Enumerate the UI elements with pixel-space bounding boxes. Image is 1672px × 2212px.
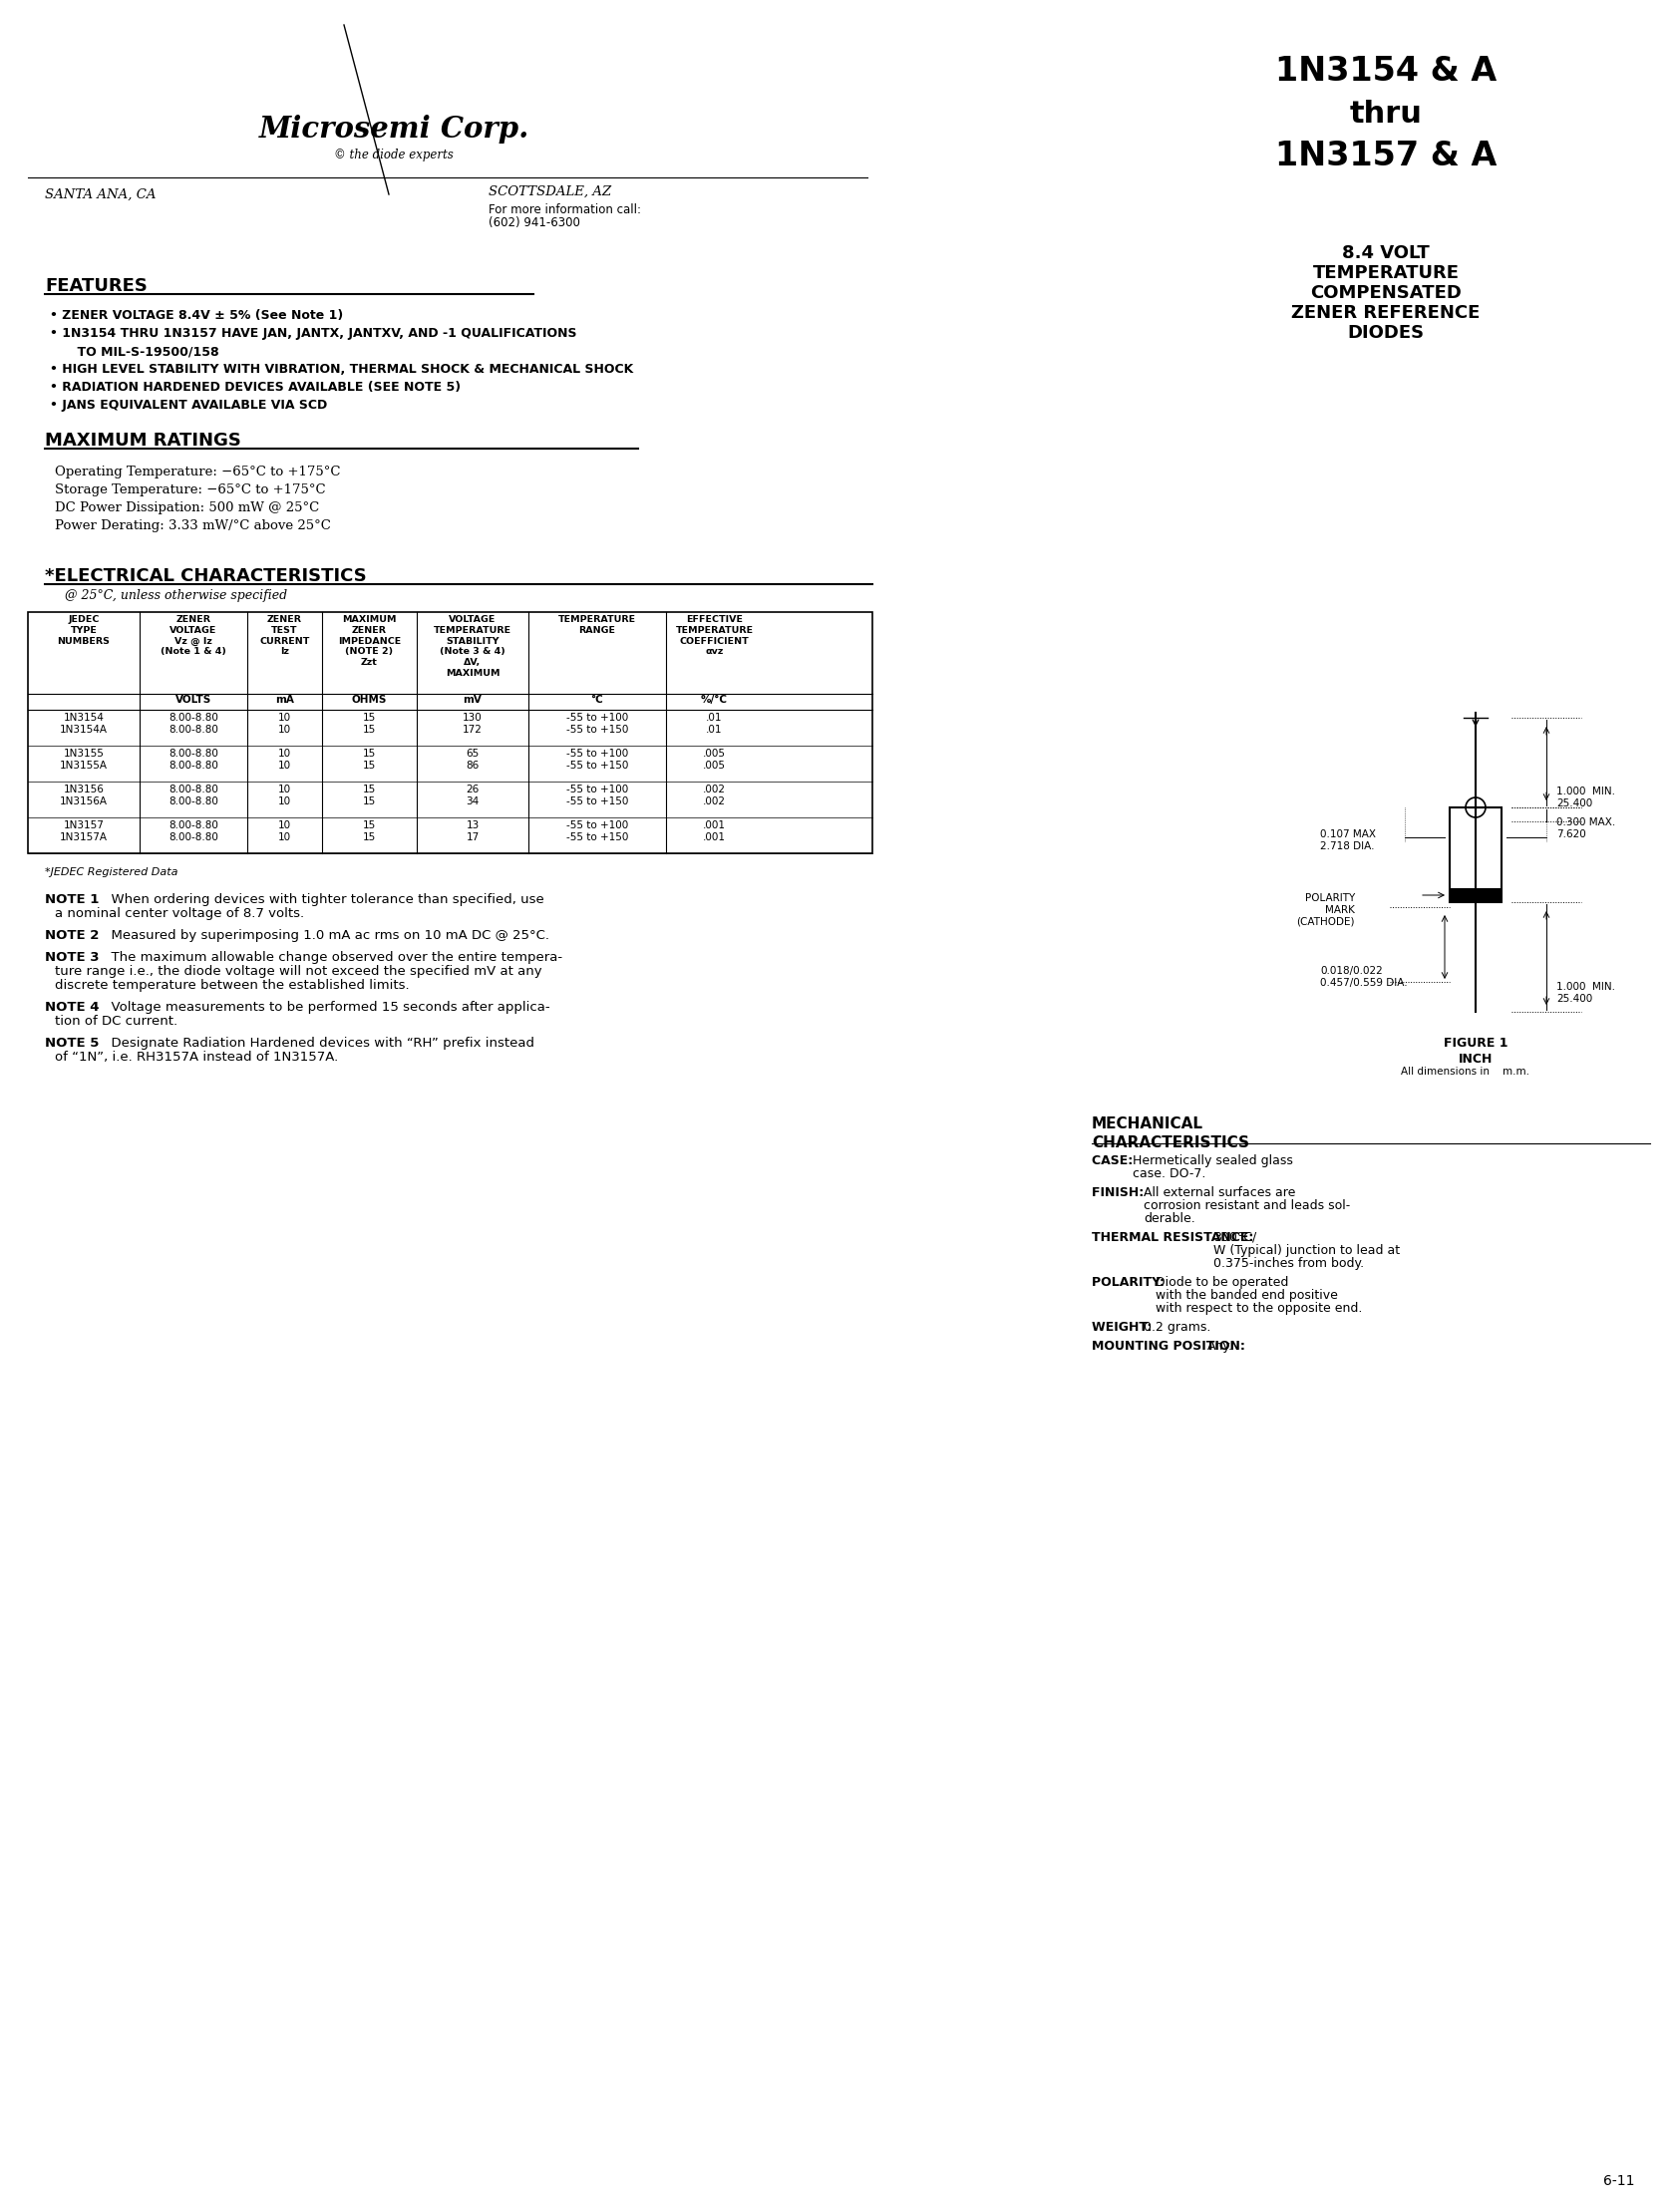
- Text: Measured by superimposing 1.0 mA ac rms on 10 mA DC @ 25°C.: Measured by superimposing 1.0 mA ac rms …: [102, 929, 550, 942]
- Text: VOLTAGE
TEMPERATURE
STABILITY
(Note 3 & 4)
ΔV,
MAXIMUM: VOLTAGE TEMPERATURE STABILITY (Note 3 & …: [433, 615, 512, 677]
- Text: NOTE 2: NOTE 2: [45, 929, 99, 942]
- Text: ZENER
TEST
CURRENT
Iz: ZENER TEST CURRENT Iz: [259, 615, 309, 657]
- Text: 0.2 grams.: 0.2 grams.: [1144, 1321, 1211, 1334]
- Text: %/°C: %/°C: [701, 695, 727, 706]
- Text: JEDEC
TYPE
NUMBERS: JEDEC TYPE NUMBERS: [57, 615, 110, 646]
- Text: 8.00-8.80
8.00-8.80: 8.00-8.80 8.00-8.80: [169, 748, 219, 772]
- Text: COMPENSATED: COMPENSATED: [1311, 283, 1461, 303]
- Text: 8.4 VOLT: 8.4 VOLT: [1343, 243, 1430, 263]
- Text: (602) 941-6300: (602) 941-6300: [488, 217, 580, 230]
- Text: 1.000  MIN.
25.400: 1.000 MIN. 25.400: [1557, 982, 1615, 1004]
- Text: ture range i.e., the diode voltage will not exceed the specified mV at any: ture range i.e., the diode voltage will …: [55, 964, 542, 978]
- Text: FINISH:: FINISH:: [1092, 1186, 1152, 1199]
- Text: MAXIMUM
ZENER
IMPEDANCE
(NOTE 2)
Zzt: MAXIMUM ZENER IMPEDANCE (NOTE 2) Zzt: [338, 615, 401, 666]
- Text: 0.300 MAX.
7.620: 0.300 MAX. 7.620: [1557, 818, 1615, 838]
- Text: 300°C/: 300°C/: [1214, 1232, 1256, 1243]
- Text: POLARITY
MARK
(CATHODE): POLARITY MARK (CATHODE): [1296, 894, 1354, 927]
- Text: with the banded end positive: with the banded end positive: [1155, 1290, 1338, 1303]
- Text: 8.00-8.80
8.00-8.80: 8.00-8.80 8.00-8.80: [169, 821, 219, 843]
- Text: Operating Temperature: −65°C to +175°C: Operating Temperature: −65°C to +175°C: [55, 465, 341, 478]
- Text: 10
10: 10 10: [278, 785, 291, 807]
- Text: SANTA ANA, CA: SANTA ANA, CA: [45, 188, 155, 201]
- Text: 0.375-inches from body.: 0.375-inches from body.: [1214, 1256, 1364, 1270]
- Text: WEIGHT:: WEIGHT:: [1092, 1321, 1160, 1334]
- Text: 0.107 MAX
2.718 DIA.: 0.107 MAX 2.718 DIA.: [1321, 830, 1376, 852]
- Text: 15
15: 15 15: [363, 712, 376, 734]
- Text: NOTE 3: NOTE 3: [45, 951, 99, 964]
- Text: Microsemi Corp.: Microsemi Corp.: [259, 115, 528, 144]
- Text: NOTE 5: NOTE 5: [45, 1037, 99, 1051]
- Text: MOUNTING POSITION:: MOUNTING POSITION:: [1092, 1340, 1254, 1354]
- Text: EFFECTIVE
TEMPERATURE
COEFFICIENT
αvz: EFFECTIVE TEMPERATURE COEFFICIENT αvz: [675, 615, 754, 657]
- Text: NOTE 4: NOTE 4: [45, 1000, 99, 1013]
- Text: 6-11: 6-11: [1603, 2174, 1635, 2188]
- Text: 1N3154 & A: 1N3154 & A: [1276, 55, 1496, 88]
- Text: All dimensions in    m.m.: All dimensions in m.m.: [1401, 1066, 1530, 1077]
- Bar: [28, 613, 873, 854]
- Text: *JEDEC Registered Data: *JEDEC Registered Data: [45, 867, 177, 878]
- Text: .01
.01: .01 .01: [706, 712, 722, 734]
- Text: Power Derating: 3.33 mW/°C above 25°C: Power Derating: 3.33 mW/°C above 25°C: [55, 520, 331, 533]
- Text: 26
34: 26 34: [466, 785, 480, 807]
- Text: -55 to +100
-55 to +150: -55 to +100 -55 to +150: [567, 821, 629, 843]
- Text: -55 to +100
-55 to +150: -55 to +100 -55 to +150: [567, 748, 629, 772]
- Text: 15
15: 15 15: [363, 821, 376, 843]
- Text: TO MIL-S-19500/158: TO MIL-S-19500/158: [60, 345, 219, 358]
- Text: MAXIMUM RATINGS: MAXIMUM RATINGS: [45, 431, 241, 449]
- Text: .005
.005: .005 .005: [702, 748, 726, 772]
- Text: Designate Radiation Hardened devices with “RH” prefix instead: Designate Radiation Hardened devices wit…: [102, 1037, 535, 1051]
- Text: 1N3155
1N3155A: 1N3155 1N3155A: [60, 748, 107, 772]
- Text: discrete temperature between the established limits.: discrete temperature between the establi…: [55, 980, 410, 991]
- Text: @ 25°C, unless otherwise specified: @ 25°C, unless otherwise specified: [65, 588, 288, 602]
- Text: 1N3156
1N3156A: 1N3156 1N3156A: [60, 785, 107, 807]
- Text: • HIGH LEVEL STABILITY WITH VIBRATION, THERMAL SHOCK & MECHANICAL SHOCK: • HIGH LEVEL STABILITY WITH VIBRATION, T…: [50, 363, 634, 376]
- Text: *ELECTRICAL CHARACTERISTICS: *ELECTRICAL CHARACTERISTICS: [45, 566, 366, 586]
- Text: OHMS: OHMS: [351, 695, 386, 706]
- Text: 1N3157
1N3157A: 1N3157 1N3157A: [60, 821, 107, 843]
- Text: corrosion resistant and leads sol-: corrosion resistant and leads sol-: [1144, 1199, 1351, 1212]
- Text: 0.018/0.022
0.457/0.559 DIA.: 0.018/0.022 0.457/0.559 DIA.: [1321, 967, 1408, 989]
- Text: 8.00-8.80
8.00-8.80: 8.00-8.80 8.00-8.80: [169, 785, 219, 807]
- Text: DIODES: DIODES: [1348, 323, 1425, 343]
- Text: CASE:: CASE:: [1092, 1155, 1142, 1168]
- Text: .001
.001: .001 .001: [702, 821, 726, 843]
- Text: 13
17: 13 17: [466, 821, 480, 843]
- Text: MECHANICAL
CHARACTERISTICS: MECHANICAL CHARACTERISTICS: [1092, 1117, 1249, 1150]
- Text: thru: thru: [1349, 100, 1423, 128]
- Text: derable.: derable.: [1144, 1212, 1195, 1225]
- Text: TEMPERATURE
RANGE: TEMPERATURE RANGE: [558, 615, 635, 635]
- Text: 65
86: 65 86: [466, 748, 480, 772]
- Text: tion of DC current.: tion of DC current.: [55, 1015, 177, 1029]
- Text: For more information call:: For more information call:: [488, 204, 640, 217]
- Text: ZENER REFERENCE: ZENER REFERENCE: [1291, 303, 1480, 323]
- Text: 10
10: 10 10: [278, 712, 291, 734]
- Text: • 1N3154 THRU 1N3157 HAVE JAN, JANTX, JANTXV, AND -1 QUALIFICATIONS: • 1N3154 THRU 1N3157 HAVE JAN, JANTX, JA…: [50, 327, 577, 341]
- Text: Storage Temperature: −65°C to +175°C: Storage Temperature: −65°C to +175°C: [55, 484, 326, 495]
- Text: a nominal center voltage of 8.7 volts.: a nominal center voltage of 8.7 volts.: [55, 907, 304, 920]
- Bar: [1450, 807, 1501, 902]
- Text: with respect to the opposite end.: with respect to the opposite end.: [1155, 1303, 1363, 1314]
- Text: ZENER
VOLTAGE
Vz @ Iz
(Note 1 & 4): ZENER VOLTAGE Vz @ Iz (Note 1 & 4): [161, 615, 226, 657]
- Text: 130
172: 130 172: [463, 712, 483, 734]
- Text: 15
15: 15 15: [363, 785, 376, 807]
- Text: case. DO-7.: case. DO-7.: [1132, 1168, 1206, 1181]
- Text: 8.00-8.80
8.00-8.80: 8.00-8.80 8.00-8.80: [169, 712, 219, 734]
- Text: 1N3154
1N3154A: 1N3154 1N3154A: [60, 712, 107, 734]
- Text: TEMPERATURE: TEMPERATURE: [1313, 263, 1460, 283]
- Text: FEATURES: FEATURES: [45, 276, 147, 294]
- Text: Any.: Any.: [1207, 1340, 1234, 1354]
- Text: mA: mA: [276, 695, 294, 706]
- Text: 15
15: 15 15: [363, 748, 376, 772]
- Text: 1.000  MIN.
25.400: 1.000 MIN. 25.400: [1557, 787, 1615, 807]
- Text: Voltage measurements to be performed 15 seconds after applica-: Voltage measurements to be performed 15 …: [102, 1000, 550, 1013]
- Text: of “1N”, i.e. RH3157A instead of 1N3157A.: of “1N”, i.e. RH3157A instead of 1N3157A…: [55, 1051, 338, 1064]
- Text: NOTE 1: NOTE 1: [45, 894, 99, 907]
- Text: mV: mV: [463, 695, 482, 706]
- Text: 1N3157 & A: 1N3157 & A: [1276, 139, 1496, 173]
- Text: -55 to +100
-55 to +150: -55 to +100 -55 to +150: [567, 785, 629, 807]
- Text: • RADIATION HARDENED DEVICES AVAILABLE (SEE NOTE 5): • RADIATION HARDENED DEVICES AVAILABLE (…: [50, 380, 461, 394]
- Text: FIGURE 1
INCH: FIGURE 1 INCH: [1443, 1037, 1508, 1066]
- Text: SCOTTSDALE, AZ: SCOTTSDALE, AZ: [488, 186, 612, 197]
- Text: POLARITY:: POLARITY:: [1092, 1276, 1174, 1290]
- Text: © the diode experts: © the diode experts: [334, 148, 453, 161]
